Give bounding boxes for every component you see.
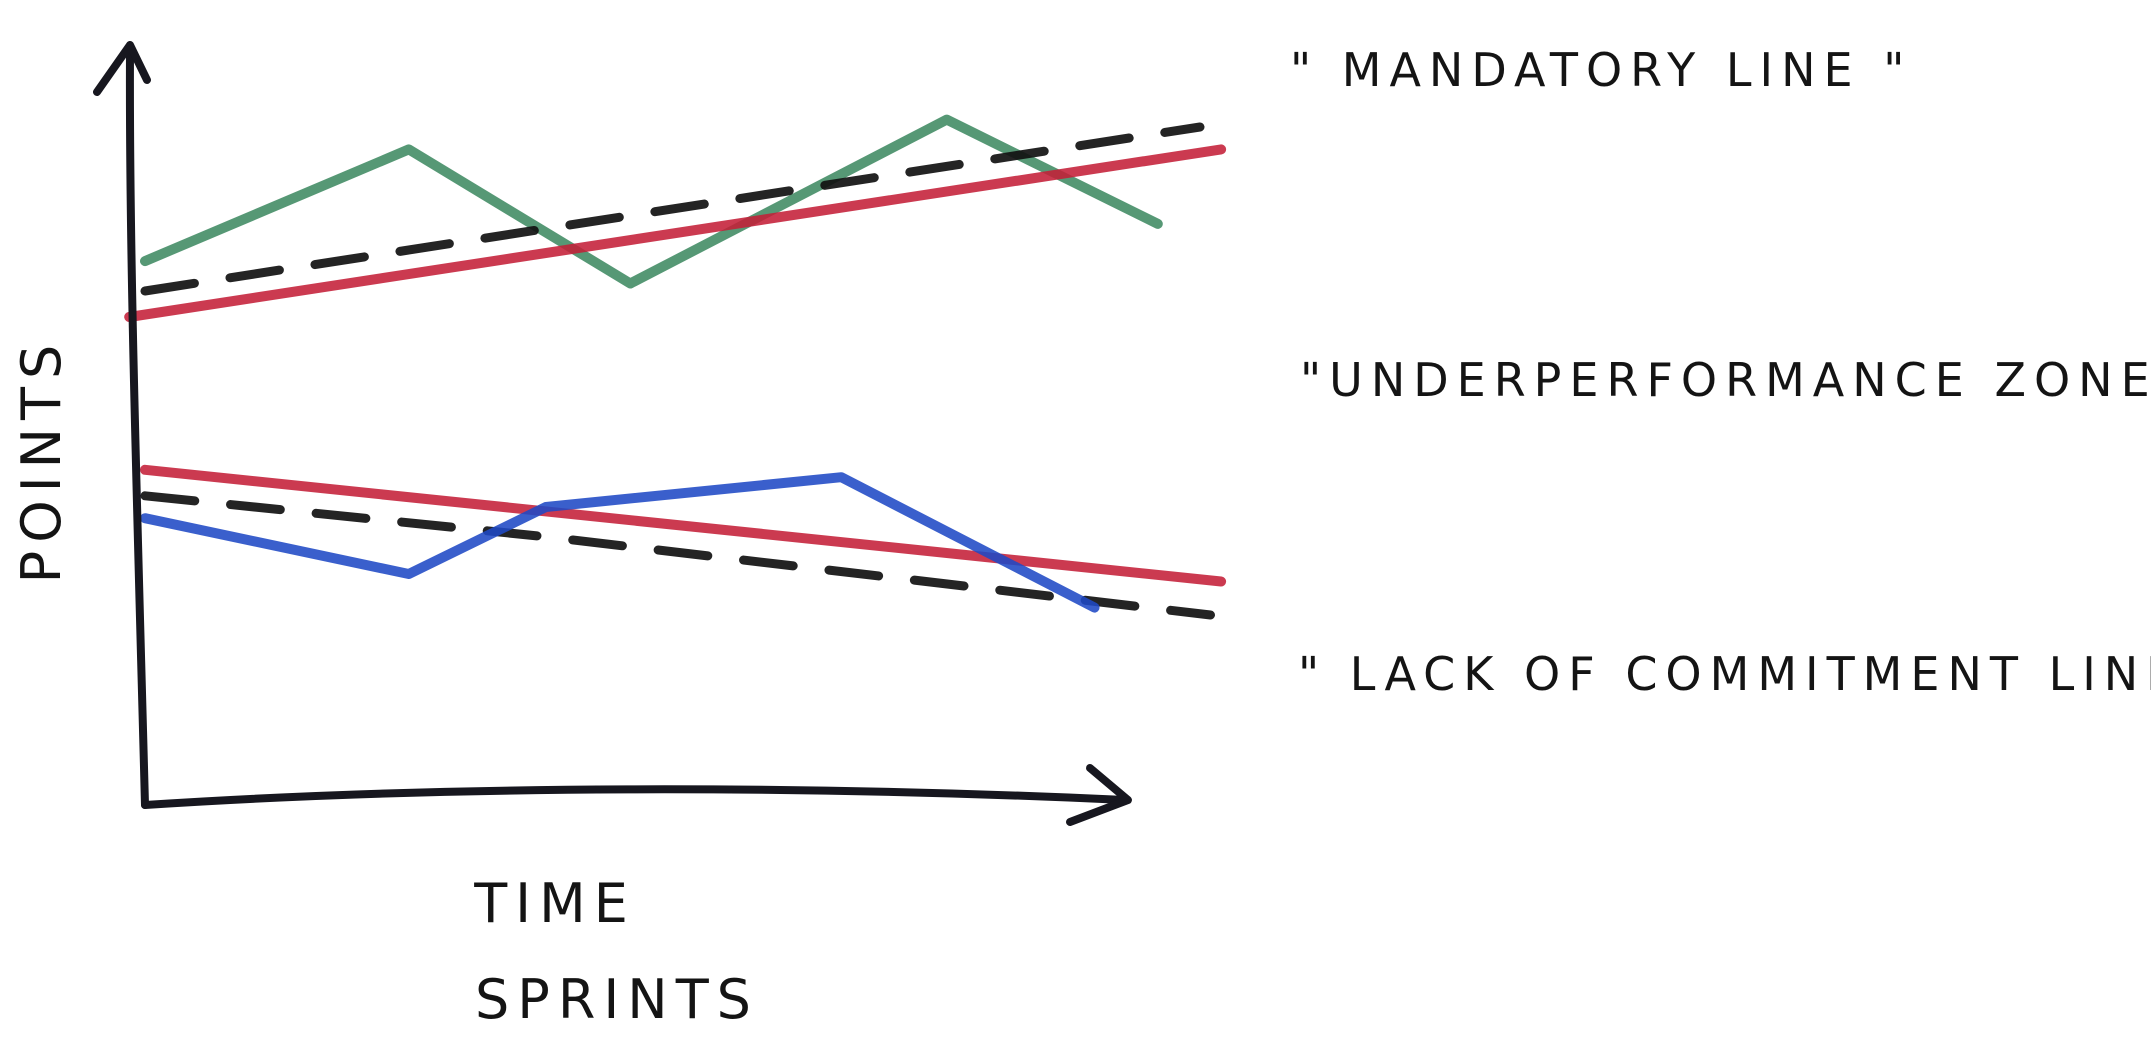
annotation-mandatory-line: " MANDATORY LINE ": [1290, 43, 1912, 97]
chart-series-line-5: [140, 491, 1215, 620]
annotation-underperformance-zone: "UNDERPERFORMANCE ZONE": [1300, 353, 2151, 407]
chart-series-line-3: [124, 144, 1227, 322]
x-axis-label: TIME: [473, 872, 636, 935]
y-axis-arrow-icon: [93, 41, 151, 96]
x-axis-arrow-icon: [1066, 764, 1132, 826]
chart-series-line-1: [140, 114, 1163, 289]
chart-series-line-2: [140, 122, 1205, 296]
y-axis-line: [125, 46, 149, 809]
annotation-lack-of-commitment-line: " LACK OF COMMITMENT LINE ": [1298, 647, 2151, 701]
chart-series-line-4: [140, 464, 1227, 587]
x-axis-secondary-label: SPRINTS: [475, 968, 759, 1031]
chart-series-line-6: [140, 472, 1100, 613]
x-axis-line: [141, 785, 1129, 809]
series-layer: [124, 114, 1227, 620]
y-axis-label: POINTS: [10, 337, 73, 584]
